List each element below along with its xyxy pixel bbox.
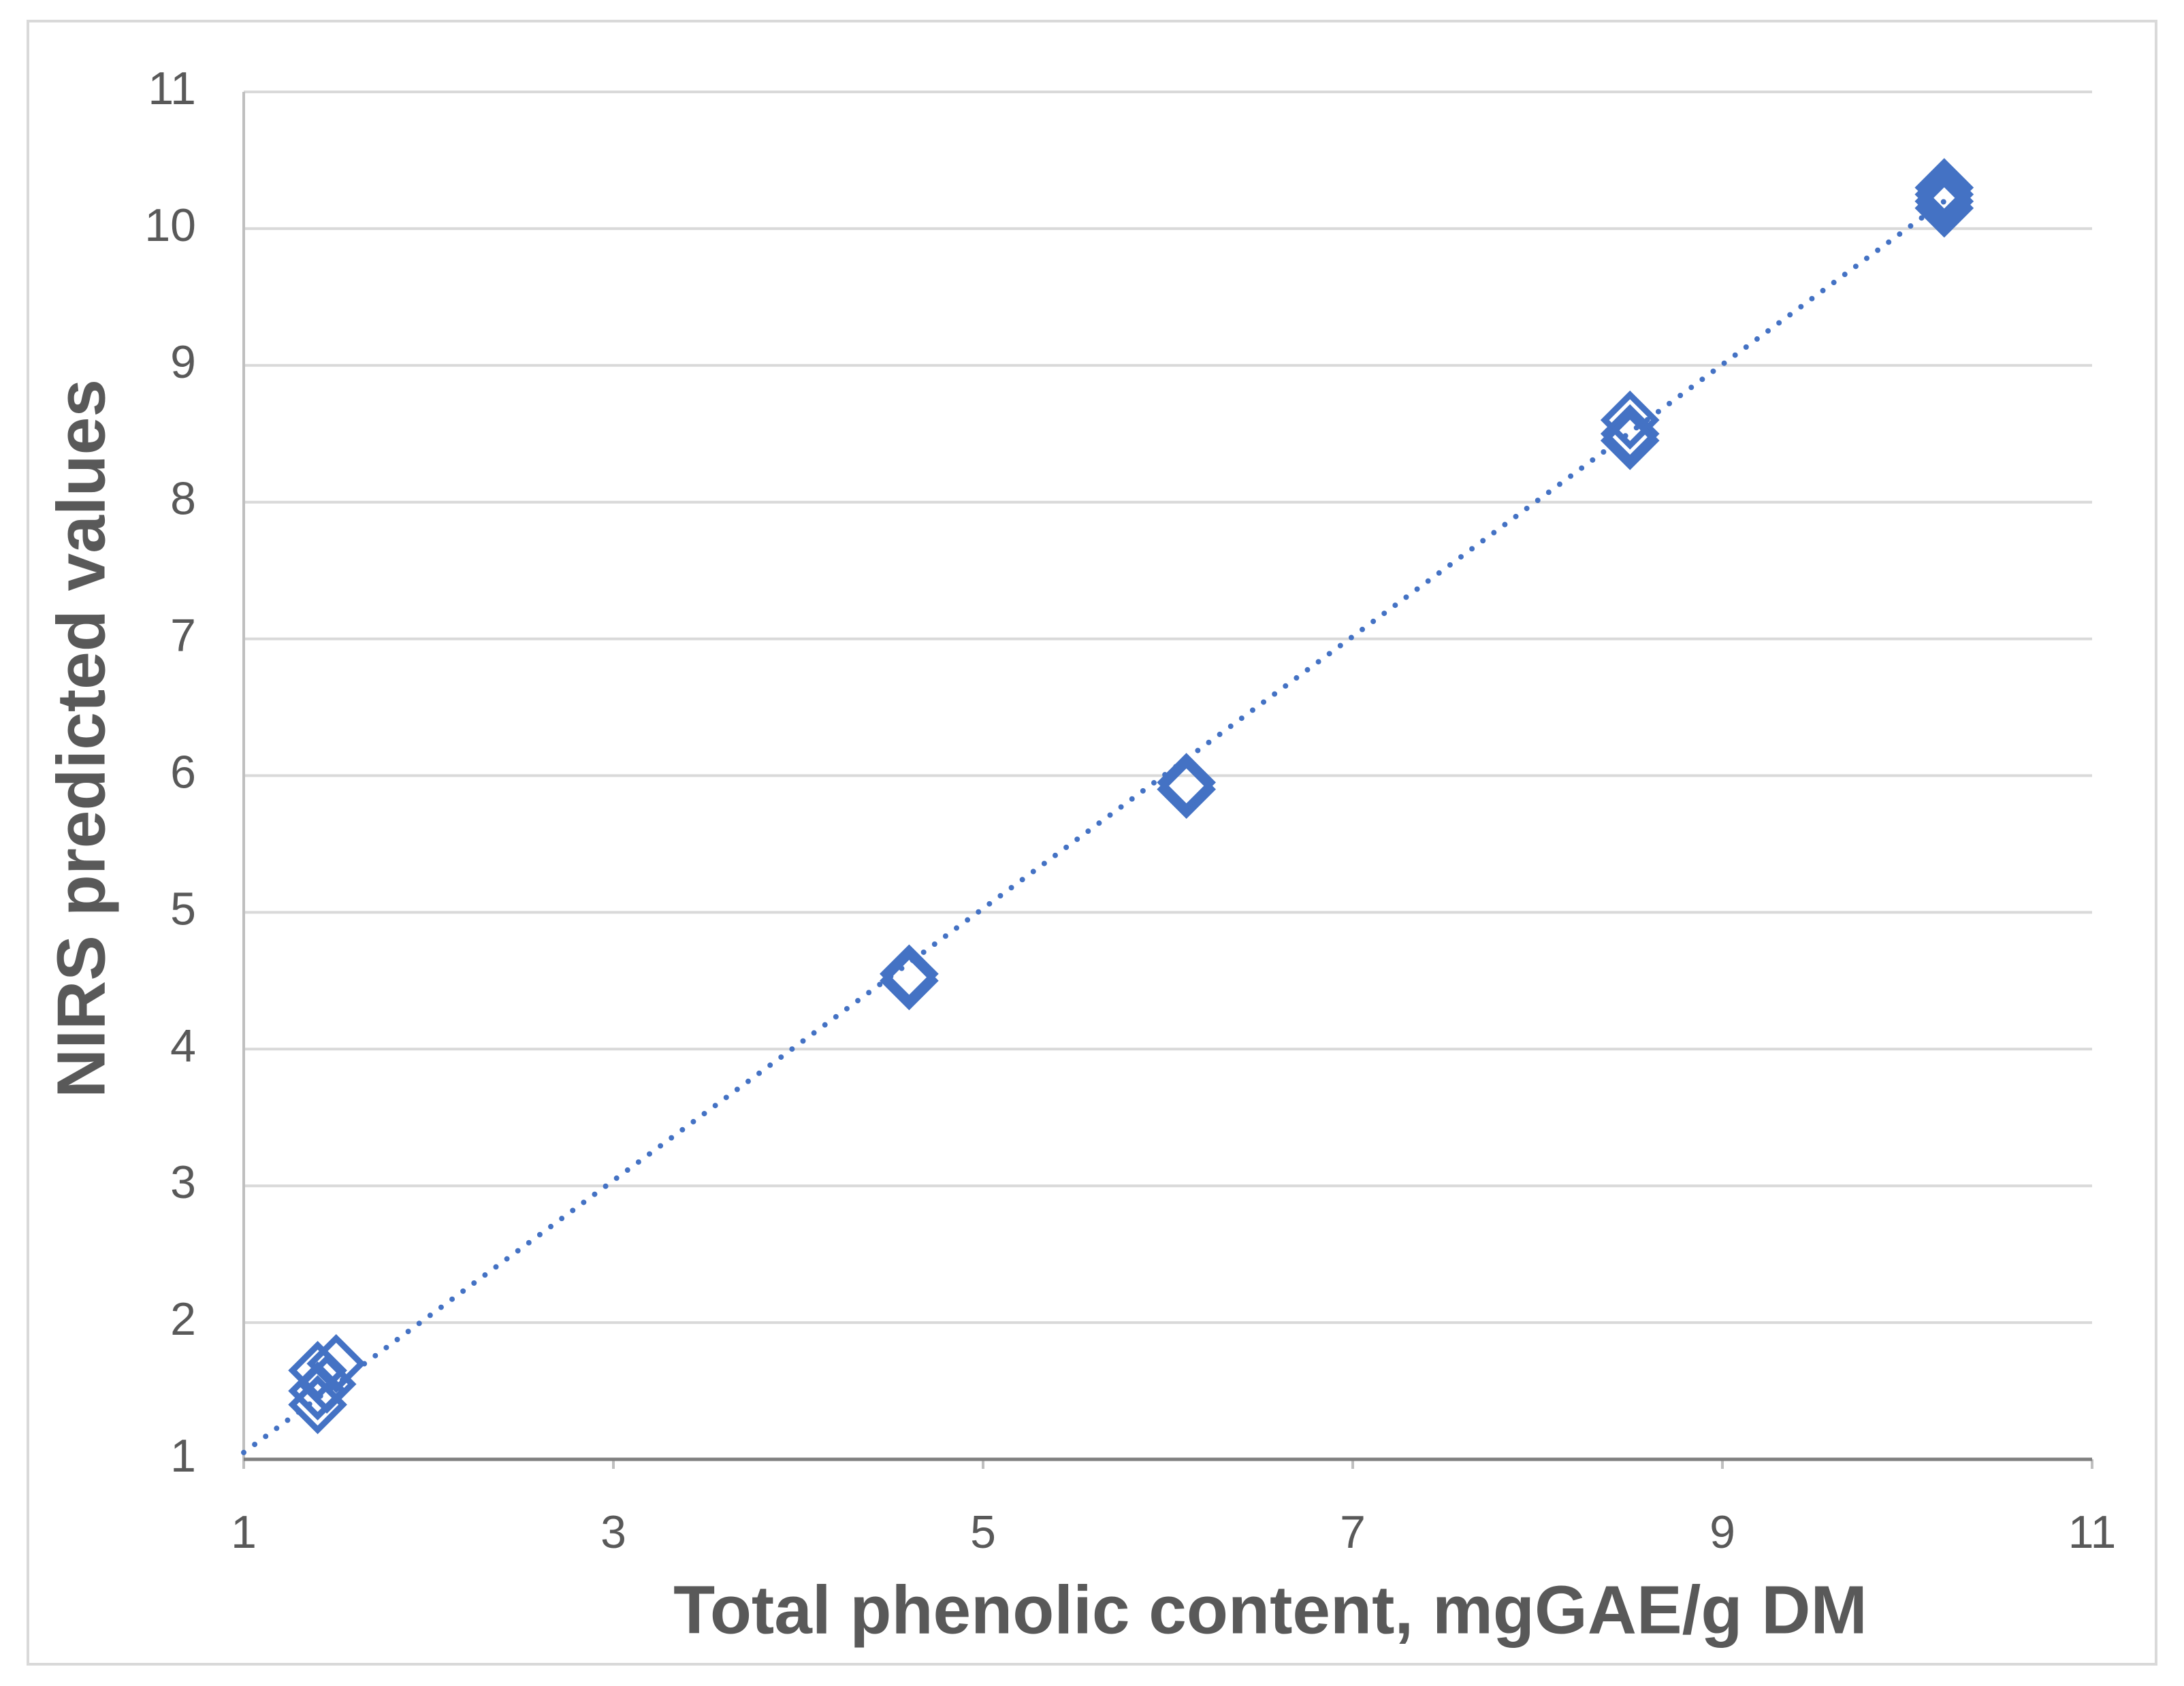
data-point (288, 1375, 347, 1435)
y-tick-label: 1 (170, 1430, 196, 1482)
data-point (1600, 404, 1660, 464)
data-point (1157, 760, 1217, 819)
y-tick-label: 10 (144, 199, 196, 251)
data-point (306, 1334, 366, 1393)
x-tick-label: 5 (970, 1506, 996, 1558)
y-tick-label: 7 (170, 610, 196, 662)
data-point (1600, 410, 1660, 470)
x-tick-label: 7 (1340, 1506, 1366, 1558)
data-point (1914, 172, 1974, 231)
data-point (880, 951, 939, 1011)
y-tick-label: 5 (170, 883, 196, 935)
y-tick-label: 2 (170, 1293, 196, 1345)
y-tick-label: 4 (170, 1020, 196, 1071)
y-tick-label: 8 (170, 473, 196, 525)
x-tick-label: 11 (2068, 1506, 2117, 1558)
x-tick-label: 3 (600, 1506, 626, 1558)
data-point (1914, 158, 1974, 217)
chart-border (27, 20, 2157, 1666)
data-point (1157, 753, 1217, 812)
trendline (241, 198, 1947, 1455)
y-tick-label: 6 (170, 746, 196, 798)
x-tick-label: 1 (231, 1506, 257, 1558)
y-axis-title: NIRS predicted values (43, 379, 119, 1098)
data-point (1600, 390, 1660, 450)
y-tick-label: 11 (148, 63, 196, 114)
x-tick-label: 9 (1709, 1506, 1735, 1558)
data-point (1914, 165, 1974, 225)
data-point (297, 1355, 357, 1414)
data-point (880, 944, 939, 1004)
data-point (288, 1341, 347, 1400)
y-tick-label: 9 (170, 336, 196, 388)
y-tick-label: 3 (170, 1156, 196, 1208)
x-axis-title: Total phenolic content, mgGAE/g DM (673, 1572, 1867, 1648)
